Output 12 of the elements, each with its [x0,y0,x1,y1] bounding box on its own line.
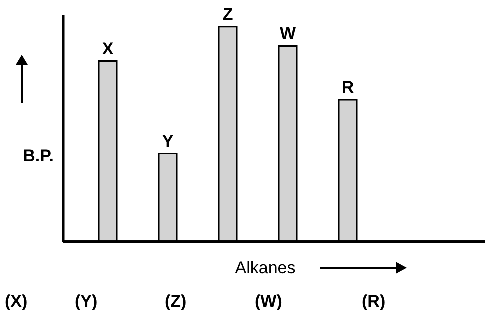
x-axis-title: Alkanes [235,258,296,278]
x-tick-label: R [342,78,354,97]
y-axis-title: B.P. [23,146,54,166]
text: (W) [255,292,282,312]
x-tick-label: Y [162,132,174,151]
x-tick-label: X [102,39,114,58]
text: (Y) [75,292,98,312]
text: (X) [5,292,28,312]
text: (Z) [165,292,187,312]
x-tick-label: W [280,24,297,44]
x-tick-label: Z [222,4,234,24]
text: (R) [362,292,386,312]
